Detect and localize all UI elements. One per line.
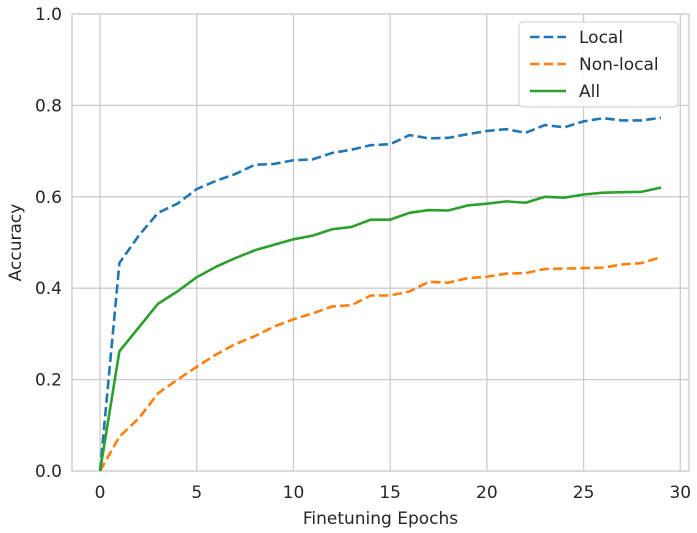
series-line-all — [98, 186, 662, 472]
x-axis-label: Finetuning Epochs — [303, 509, 458, 529]
legend: Local Non-local All — [518, 21, 679, 108]
legend-label: Non-local — [579, 55, 659, 75]
x-axis-ticks: 0 5 10 15 20 25 30 — [95, 483, 691, 503]
series-lines — [98, 116, 662, 472]
x-tick-label: 20 — [476, 483, 498, 503]
y-axis-ticks: 0.0 0.2 0.4 0.6 0.8 1.0 — [35, 5, 62, 482]
y-tick-label: 0.6 — [35, 188, 62, 208]
x-tick-label: 0 — [95, 483, 106, 503]
y-axis-label: Accuracy — [6, 204, 26, 282]
y-tick-label: 1.0 — [35, 5, 62, 25]
plot-frame — [71, 13, 690, 472]
x-tick-label: 15 — [379, 483, 401, 503]
x-tick-label: 10 — [283, 483, 305, 503]
series-line-non-local — [98, 255, 662, 472]
x-tick-label: 5 — [191, 483, 202, 503]
x-tick-label: 25 — [573, 483, 595, 503]
y-tick-label: 0.8 — [35, 96, 62, 116]
legend-box — [518, 21, 679, 108]
legend-label: Local — [579, 28, 623, 48]
y-tick-label: 0.0 — [35, 462, 62, 482]
y-tick-label: 0.4 — [35, 279, 62, 299]
y-tick-label: 0.2 — [35, 371, 62, 391]
legend-label: All — [579, 82, 600, 102]
x-tick-label: 30 — [669, 483, 691, 503]
series-line-local — [98, 116, 662, 472]
